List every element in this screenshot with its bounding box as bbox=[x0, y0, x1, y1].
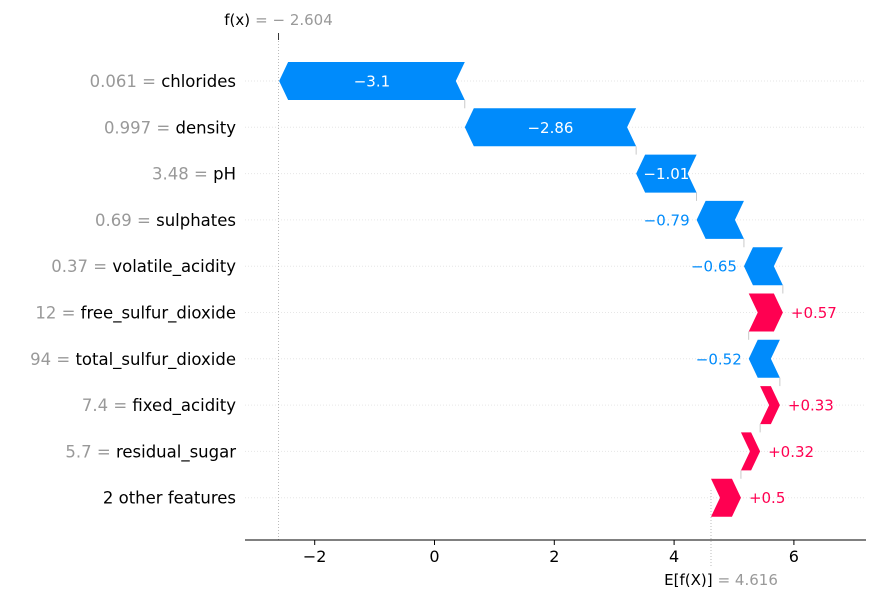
contribution-label: −0.65 bbox=[691, 258, 737, 276]
feature-label: 0.061 = chlorides bbox=[90, 72, 236, 91]
feature-label: 0.69 = sulphates bbox=[95, 211, 236, 230]
x-tick-label: 2 bbox=[549, 547, 559, 566]
feature-name: chlorides bbox=[161, 72, 236, 91]
contribution-label: −0.52 bbox=[696, 350, 742, 368]
x-tick-label: −2 bbox=[303, 547, 327, 566]
fx-annotation: f(x) = − 2.604 bbox=[224, 11, 333, 29]
feature-labels: 0.061 = chlorides 0.997 = density 3.48 = p… bbox=[30, 72, 236, 508]
x-tick-label: 4 bbox=[669, 547, 679, 566]
contribution-bar bbox=[740, 432, 761, 471]
contribution-bar bbox=[464, 108, 637, 147]
contribution-label: −1.01 bbox=[643, 165, 689, 183]
fx-value: = − 2.604 bbox=[255, 11, 333, 29]
feature-value: 0.37 = bbox=[51, 257, 112, 276]
feature-value: 0.061 = bbox=[90, 72, 162, 91]
contribution-bar bbox=[710, 478, 741, 517]
bars: −3.1 −2.86 −1.01 −0.79 −0.65 +0.57 −0.52 +0.33 +… bbox=[279, 62, 837, 517]
contribution-bar bbox=[743, 247, 783, 286]
contribution-bar bbox=[279, 62, 465, 100]
feature-value: 0.997 = bbox=[104, 118, 176, 137]
feature-value: 12 = bbox=[35, 304, 80, 323]
contribution-bar bbox=[696, 200, 744, 239]
contribution-label: −3.1 bbox=[354, 73, 390, 91]
feature-value: 3.48 = bbox=[152, 165, 213, 184]
feature-value: 7.4 = bbox=[82, 396, 133, 415]
x-tick-label: 6 bbox=[789, 547, 799, 566]
contribution-label: −0.79 bbox=[644, 211, 690, 229]
feature-name: volatile_acidity bbox=[112, 257, 236, 277]
feature-value: 0.69 = bbox=[95, 211, 156, 230]
expected-value-label: E[f(X)] bbox=[664, 571, 712, 589]
feature-value: 94 = bbox=[30, 350, 75, 369]
feature-name: sulphates bbox=[156, 211, 236, 230]
x-tick-label: 0 bbox=[429, 547, 439, 566]
reference-lines bbox=[278, 33, 712, 568]
feature-name: residual_sugar bbox=[116, 442, 236, 462]
feature-name: 2 other features bbox=[103, 489, 236, 508]
feature-name: free_sulfur_dioxide bbox=[81, 304, 236, 324]
x-axis: −2 0 2 4 6 bbox=[245, 539, 866, 566]
feature-value: 5.7 = bbox=[65, 442, 116, 461]
feature-label: 3.48 = pH bbox=[152, 165, 236, 184]
contribution-bar bbox=[748, 339, 780, 378]
feature-label: 7.4 = fixed_acidity bbox=[82, 396, 236, 416]
expected-value-annotation: E[f(X)] = 4.616 bbox=[664, 571, 778, 589]
contribution-label: −2.86 bbox=[527, 119, 573, 137]
expected-value-number: = 4.616 bbox=[718, 571, 778, 589]
feature-label: 94 = total_sulfur_dioxide bbox=[30, 350, 236, 370]
contribution-label: +0.5 bbox=[749, 489, 785, 507]
contribution-bar bbox=[636, 154, 697, 193]
contribution-label: +0.32 bbox=[768, 443, 814, 461]
feature-name: fixed_acidity bbox=[132, 396, 236, 416]
contribution-label: +0.33 bbox=[788, 397, 834, 415]
feature-name: density bbox=[176, 118, 237, 137]
feature-name: pH bbox=[213, 165, 236, 184]
feature-label: 2 other features bbox=[103, 489, 236, 508]
annotations: f(x) = − 2.604 E[f(X)] = 4.616 bbox=[224, 11, 778, 589]
feature-label: 0.37 = volatile_acidity bbox=[51, 257, 236, 277]
contribution-label: +0.57 bbox=[791, 304, 837, 322]
fx-label: f(x) bbox=[224, 11, 250, 29]
feature-label: 12 = free_sulfur_dioxide bbox=[35, 304, 236, 324]
feature-label: 5.7 = residual_sugar bbox=[65, 442, 236, 462]
contribution-bar bbox=[760, 386, 780, 425]
contribution-bar bbox=[748, 293, 783, 332]
feature-label: 0.997 = density bbox=[104, 118, 236, 137]
feature-name: total_sulfur_dioxide bbox=[75, 350, 236, 370]
